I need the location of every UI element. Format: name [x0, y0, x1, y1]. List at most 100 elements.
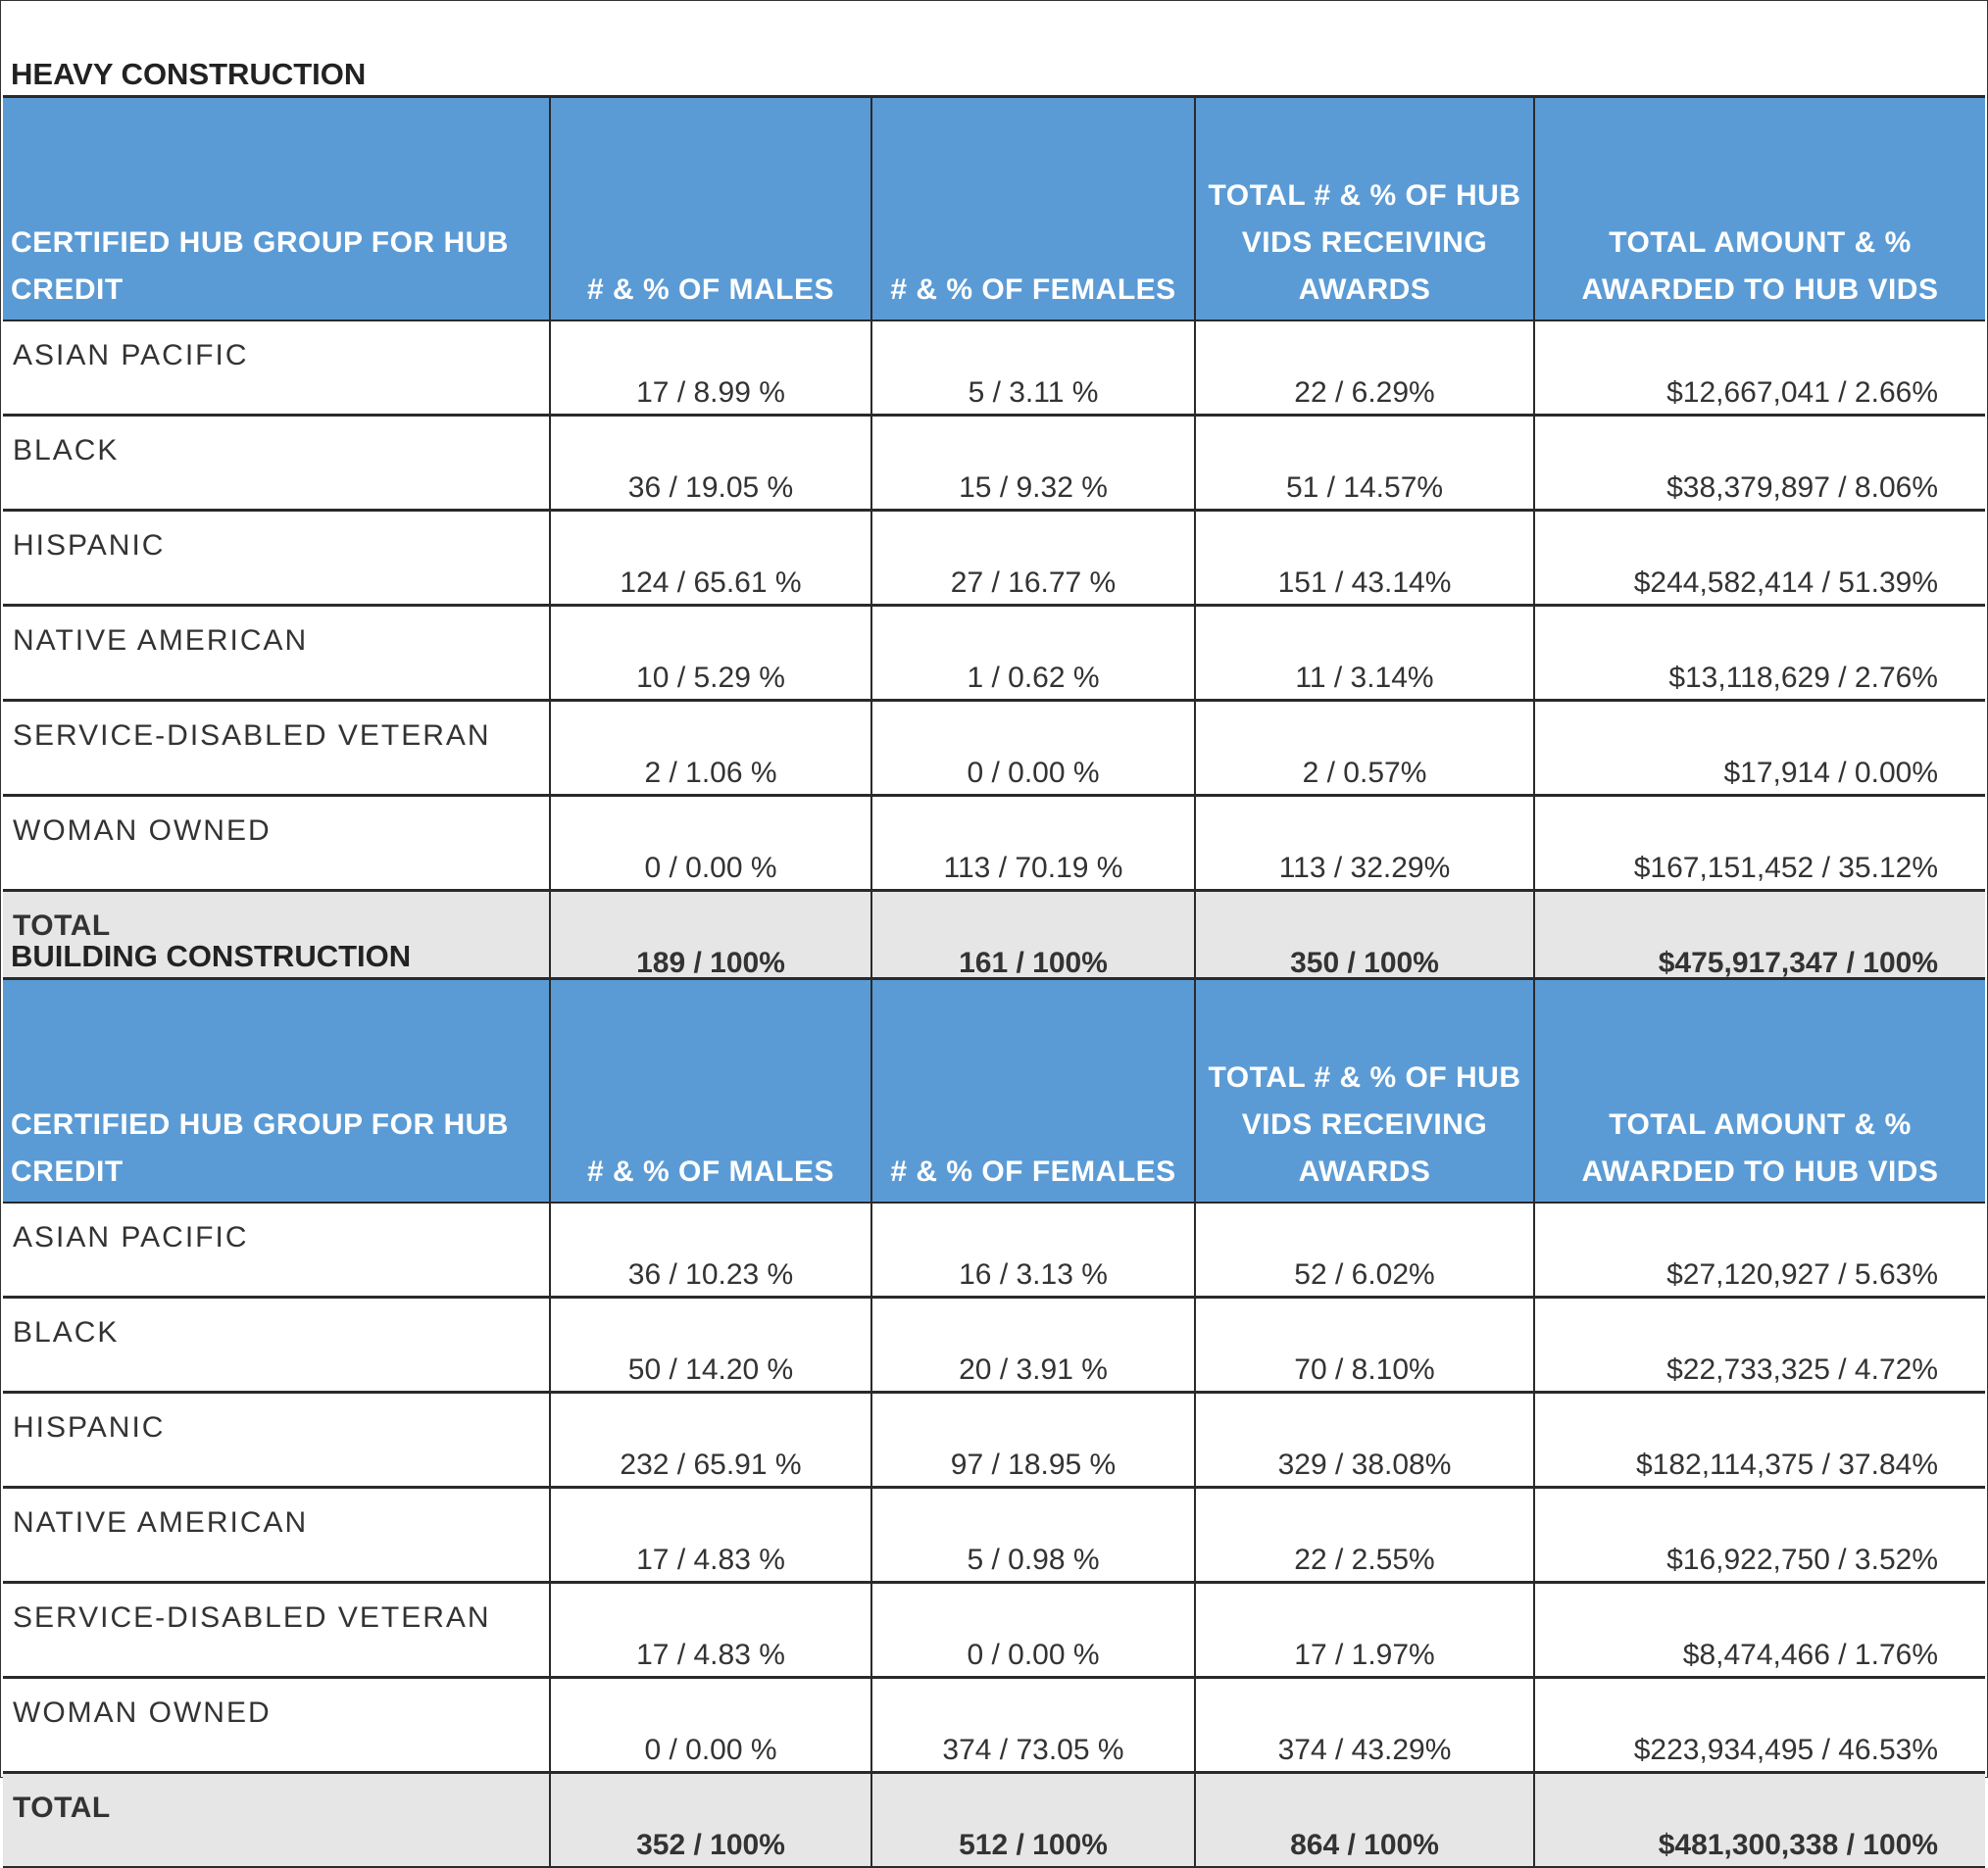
group-cell: WOMAN OWNED	[3, 795, 550, 892]
amount-cell: $38,379,897 / 8.06%	[1533, 415, 1985, 512]
total-females: 512 / 100%	[870, 1772, 1195, 1868]
males-cell: 0 / 0.00 %	[549, 1677, 871, 1774]
vids-cell: 11 / 3.14%	[1194, 605, 1534, 702]
vids-cell: 113 / 32.29%	[1194, 795, 1534, 892]
header-group: CERTIFIED HUB GROUP FOR HUB CREDIT	[3, 95, 550, 321]
table-row: SERVICE-DISABLED VETERAN 2 / 1.06 % 0 / …	[3, 700, 1985, 797]
table-row: NATIVE AMERICAN 10 / 5.29 % 1 / 0.62 % 1…	[3, 605, 1985, 702]
amount-cell: $13,118,629 / 2.76%	[1533, 605, 1985, 702]
vids-cell: 17 / 1.97%	[1194, 1582, 1534, 1679]
header-vids: TOTAL # & % OF HUB VIDS RECEIVING AWARDS	[1194, 95, 1534, 321]
table-row: ASIAN PACIFIC 17 / 8.99 % 5 / 3.11 % 22 …	[3, 320, 1985, 417]
header-vids: TOTAL # & % OF HUB VIDS RECEIVING AWARDS	[1194, 977, 1534, 1204]
females-cell: 1 / 0.62 %	[870, 605, 1195, 702]
vids-cell: 374 / 43.29%	[1194, 1677, 1534, 1774]
total-label: TOTAL	[3, 1772, 550, 1868]
amount-cell: $244,582,414 / 51.39%	[1533, 510, 1985, 607]
males-cell: 2 / 1.06 %	[549, 700, 871, 797]
total-females: 161 / 100%	[870, 890, 1195, 986]
header-males: # & % OF MALES	[549, 95, 871, 321]
table-row: WOMAN OWNED 0 / 0.00 % 113 / 70.19 % 113…	[3, 795, 1985, 892]
group-cell: HISPANIC	[3, 1392, 550, 1489]
females-cell: 97 / 18.95 %	[870, 1392, 1195, 1489]
table-row: HISPANIC 124 / 65.61 % 27 / 16.77 % 151 …	[3, 510, 1985, 607]
vids-cell: 52 / 6.02%	[1194, 1203, 1534, 1299]
vids-cell: 329 / 38.08%	[1194, 1392, 1534, 1489]
females-cell: 0 / 0.00 %	[870, 1582, 1195, 1679]
section-title: BUILDING CONSTRUCTION	[11, 939, 412, 973]
females-cell: 0 / 0.00 %	[870, 700, 1195, 797]
males-cell: 10 / 5.29 %	[549, 605, 871, 702]
amount-cell: $223,934,495 / 46.53%	[1533, 1677, 1985, 1774]
females-cell: 5 / 0.98 %	[870, 1487, 1195, 1584]
group-cell: BLACK	[3, 1297, 550, 1394]
amount-cell: $182,114,375 / 37.84%	[1533, 1392, 1985, 1489]
group-cell: HISPANIC	[3, 510, 550, 607]
amount-cell: $8,474,466 / 1.76%	[1533, 1582, 1985, 1679]
group-cell: SERVICE-DISABLED VETERAN	[3, 1582, 550, 1679]
group-cell: NATIVE AMERICAN	[3, 1487, 550, 1584]
header-females: # & % OF FEMALES	[870, 95, 1195, 321]
females-cell: 15 / 9.32 %	[870, 415, 1195, 512]
table-row: HISPANIC 232 / 65.91 % 97 / 18.95 % 329 …	[3, 1392, 1985, 1489]
hub-table: CERTIFIED HUB GROUP FOR HUB CREDIT # & %…	[3, 95, 1985, 986]
amount-cell: $167,151,452 / 35.12%	[1533, 795, 1985, 892]
total-row: TOTAL 189 / 100% 161 / 100% 350 / 100% $…	[3, 890, 1985, 986]
vids-cell: 70 / 8.10%	[1194, 1297, 1534, 1394]
group-cell: ASIAN PACIFIC	[3, 320, 550, 417]
males-cell: 124 / 65.61 %	[549, 510, 871, 607]
header-row: CERTIFIED HUB GROUP FOR HUB CREDIT # & %…	[3, 95, 1985, 321]
header-females: # & % OF FEMALES	[870, 977, 1195, 1204]
table-row: WOMAN OWNED 0 / 0.00 % 374 / 73.05 % 374…	[3, 1677, 1985, 1774]
header-amount: TOTAL AMOUNT & % AWARDED TO HUB VIDS	[1533, 977, 1985, 1204]
males-cell: 17 / 8.99 %	[549, 320, 871, 417]
males-cell: 232 / 65.91 %	[549, 1392, 871, 1489]
table-row: BLACK 50 / 14.20 % 20 / 3.91 % 70 / 8.10…	[3, 1297, 1985, 1394]
females-cell: 5 / 3.11 %	[870, 320, 1195, 417]
females-cell: 113 / 70.19 %	[870, 795, 1195, 892]
header-amount: TOTAL AMOUNT & % AWARDED TO HUB VIDS	[1533, 95, 1985, 321]
vids-cell: 51 / 14.57%	[1194, 415, 1534, 512]
group-cell: BLACK	[3, 415, 550, 512]
females-cell: 374 / 73.05 %	[870, 1677, 1195, 1774]
males-cell: 17 / 4.83 %	[549, 1487, 871, 1584]
females-cell: 27 / 16.77 %	[870, 510, 1195, 607]
table-row: BLACK 36 / 19.05 % 15 / 9.32 % 51 / 14.5…	[3, 415, 1985, 512]
table-row: SERVICE-DISABLED VETERAN 17 / 4.83 % 0 /…	[3, 1582, 1985, 1679]
heavy-construction-section: HEAVY CONSTRUCTION CERTIFIED HUB GROUP F…	[3, 54, 1985, 986]
table-row: NATIVE AMERICAN 17 / 4.83 % 5 / 0.98 % 2…	[3, 1487, 1985, 1584]
females-cell: 20 / 3.91 %	[870, 1297, 1195, 1394]
group-cell: SERVICE-DISABLED VETERAN	[3, 700, 550, 797]
vids-cell: 22 / 2.55%	[1194, 1487, 1534, 1584]
amount-cell: $12,667,041 / 2.66%	[1533, 320, 1985, 417]
hub-table: CERTIFIED HUB GROUP FOR HUB CREDIT # & %…	[3, 977, 1985, 1868]
total-vids: 864 / 100%	[1194, 1772, 1534, 1868]
males-cell: 17 / 4.83 %	[549, 1582, 871, 1679]
total-males: 352 / 100%	[549, 1772, 871, 1868]
amount-cell: $22,733,325 / 4.72%	[1533, 1297, 1985, 1394]
header-males: # & % OF MALES	[549, 977, 871, 1204]
males-cell: 36 / 10.23 %	[549, 1203, 871, 1299]
total-row: TOTAL 352 / 100% 512 / 100% 864 / 100% $…	[3, 1772, 1985, 1868]
females-cell: 16 / 3.13 %	[870, 1203, 1195, 1299]
group-cell: NATIVE AMERICAN	[3, 605, 550, 702]
vids-cell: 22 / 6.29%	[1194, 320, 1534, 417]
table-row: ASIAN PACIFIC 36 / 10.23 % 16 / 3.13 % 5…	[3, 1203, 1985, 1299]
header-group: CERTIFIED HUB GROUP FOR HUB CREDIT	[3, 977, 550, 1204]
total-amount: $475,917,347 / 100%	[1533, 890, 1985, 986]
group-cell: WOMAN OWNED	[3, 1677, 550, 1774]
total-label: TOTAL	[3, 890, 550, 986]
section-title: HEAVY CONSTRUCTION	[11, 57, 367, 91]
building-construction-section: BUILDING CONSTRUCTION CERTIFIED HUB GROU…	[3, 936, 1985, 1868]
males-cell: 36 / 19.05 %	[549, 415, 871, 512]
males-cell: 0 / 0.00 %	[549, 795, 871, 892]
males-cell: 50 / 14.20 %	[549, 1297, 871, 1394]
total-vids: 350 / 100%	[1194, 890, 1534, 986]
header-row: CERTIFIED HUB GROUP FOR HUB CREDIT # & %…	[3, 977, 1985, 1204]
total-amount: $481,300,338 / 100%	[1533, 1772, 1985, 1868]
amount-cell: $17,914 / 0.00%	[1533, 700, 1985, 797]
group-cell: ASIAN PACIFIC	[3, 1203, 550, 1299]
vids-cell: 151 / 43.14%	[1194, 510, 1534, 607]
amount-cell: $27,120,927 / 5.63%	[1533, 1203, 1985, 1299]
vids-cell: 2 / 0.57%	[1194, 700, 1534, 797]
